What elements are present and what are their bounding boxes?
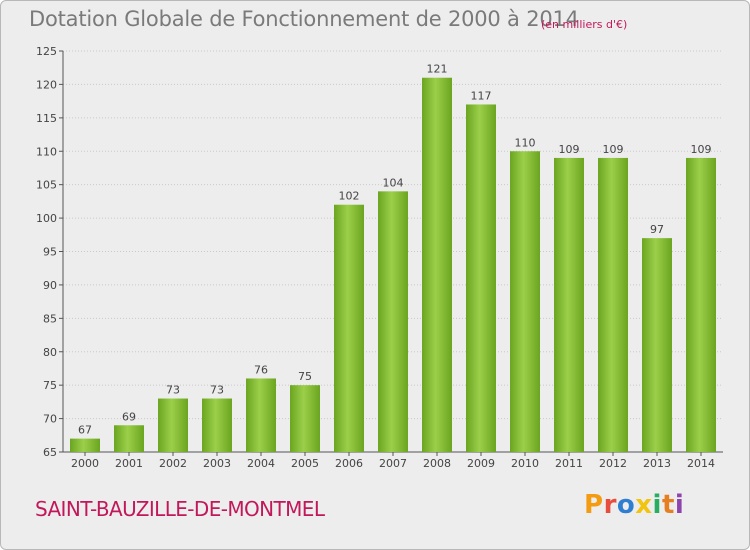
bar-value-label: 117 [471,89,492,102]
x-tick-label: 2011 [555,457,583,470]
y-tick-label: 80 [43,346,57,359]
x-tick-label: 2009 [467,457,495,470]
bar [686,157,716,452]
bar [510,151,540,452]
x-tick-label: 2002 [159,457,187,470]
bar [422,77,452,452]
x-tick-label: 2008 [423,457,451,470]
bar-value-label: 104 [383,176,404,189]
bar-value-label: 109 [559,143,580,156]
x-tick-label: 2005 [291,457,319,470]
chart-unit: (en milliers d'€) [541,18,628,31]
x-tick-label: 2012 [599,457,627,470]
bar-value-label: 110 [515,136,536,149]
logo-letter: i [652,490,662,520]
y-tick-label: 125 [36,45,57,58]
y-tick-label: 120 [36,78,57,91]
x-tick-label: 2007 [379,457,407,470]
bar-value-label: 109 [603,143,624,156]
bar [334,204,364,452]
bar-value-label: 109 [691,143,712,156]
x-tick-label: 2004 [247,457,275,470]
bar-value-label: 97 [650,223,664,236]
logo-letter: r [603,490,617,520]
y-tick-label: 115 [36,112,57,125]
y-tick-label: 85 [43,312,57,325]
x-tick-label: 2003 [203,457,231,470]
x-tick-label: 2013 [643,457,671,470]
y-tick-label: 75 [43,379,57,392]
x-tick-label: 2000 [71,457,99,470]
y-tick-label: 70 [43,413,57,426]
bar [202,398,232,452]
y-tick-label: 90 [43,279,57,292]
bar [554,157,584,452]
bar [466,104,496,452]
bar [290,385,320,452]
bar [246,378,276,452]
bar-value-label: 69 [122,410,136,423]
bar-value-label: 76 [254,363,268,376]
bar [158,398,188,452]
bar-value-label: 121 [427,63,448,76]
x-tick-label: 2014 [687,457,715,470]
y-tick-label: 95 [43,246,57,259]
x-tick-label: 2010 [511,457,539,470]
bar-value-label: 73 [210,384,224,397]
y-tick-label: 100 [36,212,57,225]
bar [114,425,144,452]
bar [598,157,628,452]
bar [70,438,100,452]
y-tick-label: 110 [36,145,57,158]
chart-title: Dotation Globale de Fonctionnement de 20… [29,7,579,31]
bar-value-label: 67 [78,424,92,437]
commune-name: SAINT-BAUZILLE-DE-MONTMEL [35,497,325,521]
proxiti-logo: Proxiti [584,490,684,520]
bar-value-label: 75 [298,370,312,383]
bar-value-label: 73 [166,384,180,397]
bar [378,191,408,452]
x-tick-label: 2006 [335,457,363,470]
logo-letter: i [674,490,685,520]
logo-letter: o [616,490,636,520]
y-tick-label: 65 [43,446,57,459]
y-tick-label: 105 [36,179,57,192]
logo-letter: x [635,490,653,520]
bar-value-label: 102 [339,190,360,203]
bar [642,238,672,452]
logo-letter: P [584,490,604,520]
x-tick-label: 2001 [115,457,143,470]
logo-letter: t [661,490,675,520]
